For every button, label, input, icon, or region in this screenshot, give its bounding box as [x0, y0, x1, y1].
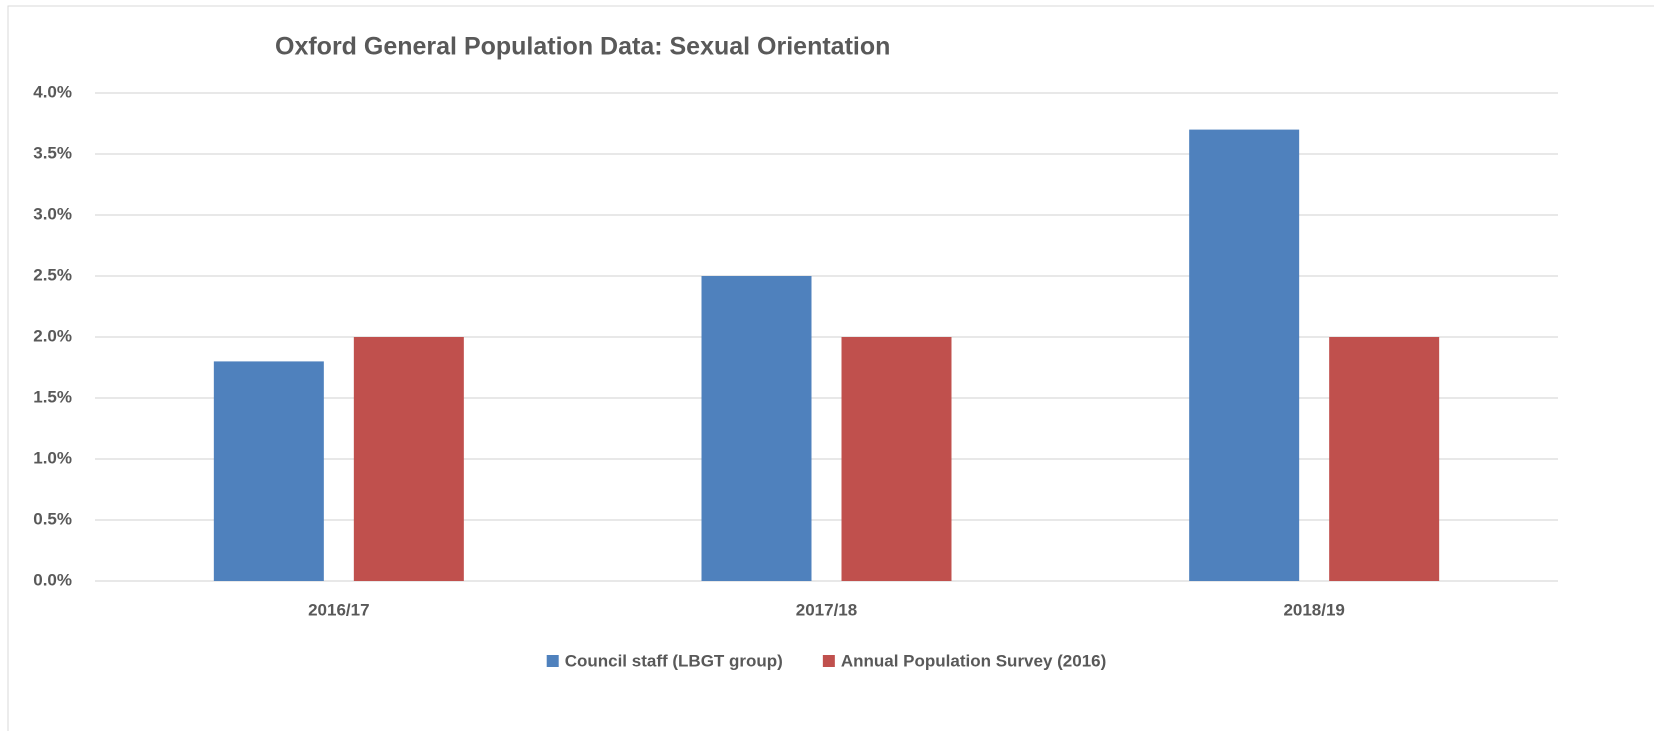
y-tick-label: 3.0% — [33, 204, 72, 223]
bar — [1189, 129, 1300, 581]
y-tick-label: 4.0% — [33, 82, 72, 101]
legend-swatch — [822, 655, 835, 667]
y-tick-label: 2.5% — [33, 265, 72, 284]
y-tick-label: 0.5% — [33, 509, 72, 528]
legend-label: Annual Population Survey (2016) — [841, 651, 1106, 670]
x-tick-label: 2018/19 — [1283, 600, 1344, 619]
bar — [841, 337, 952, 581]
bar — [701, 276, 812, 581]
y-tick-label: 1.0% — [33, 448, 72, 467]
legend-label: Council staff (LBGT group) — [565, 651, 783, 670]
y-tick-label: 2.0% — [33, 326, 72, 345]
y-tick-label: 0.0% — [33, 570, 72, 589]
chart-frame — [7, 5, 1654, 731]
bar — [353, 337, 464, 581]
x-tick-label: 2017/18 — [796, 600, 857, 619]
y-tick-label: 1.5% — [33, 387, 72, 406]
y-tick-label: 3.5% — [33, 143, 72, 162]
bar — [1329, 337, 1440, 581]
x-tick-label: 2016/17 — [308, 600, 369, 619]
chart-title: Oxford General Population Data: Sexual O… — [275, 33, 890, 61]
legend-swatch — [546, 655, 559, 667]
bar — [213, 361, 324, 581]
